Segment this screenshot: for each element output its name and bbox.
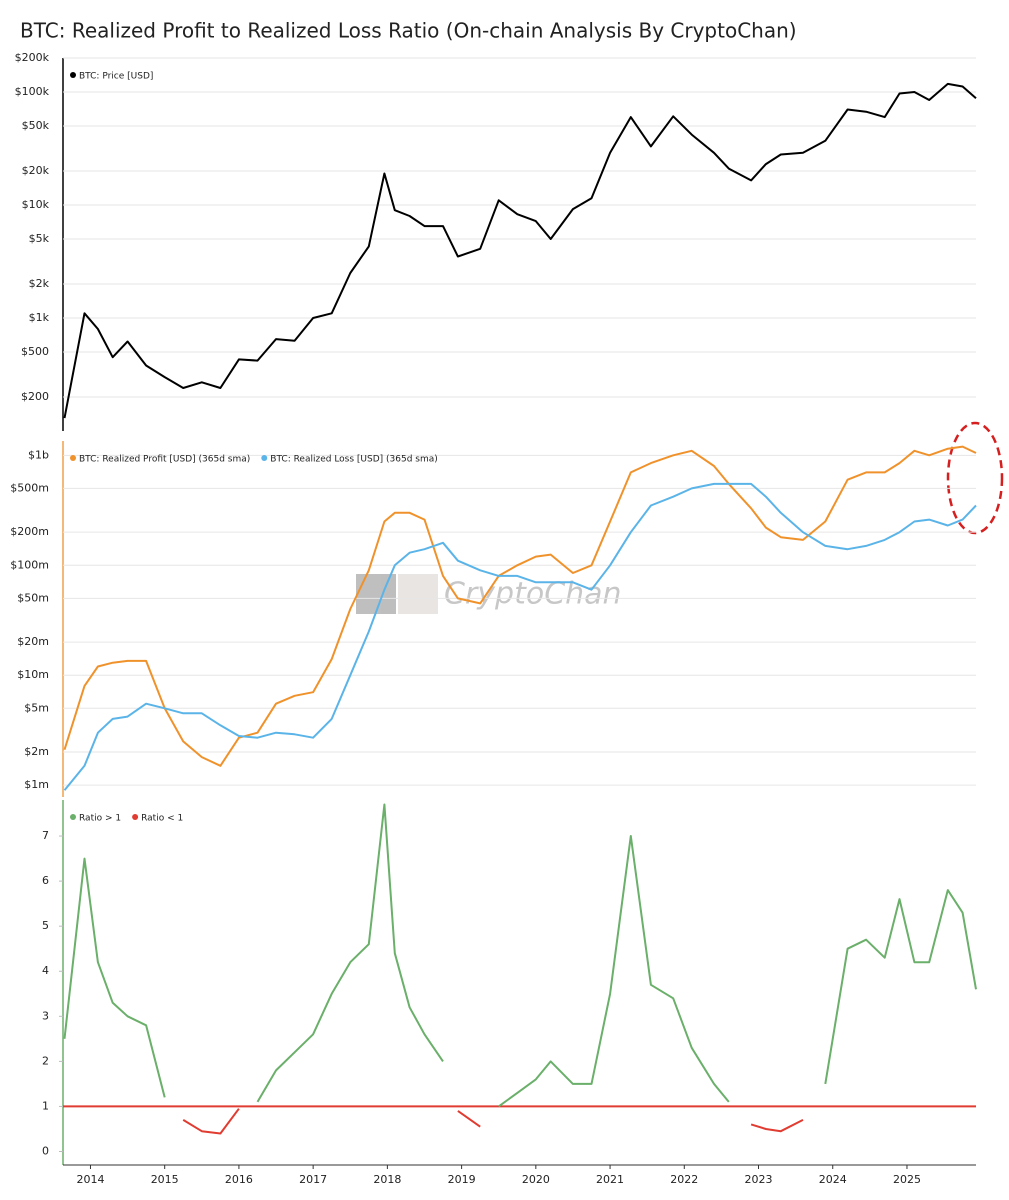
y-tick-label: 7 [42, 829, 49, 842]
y-tick-label: $20k [22, 164, 50, 177]
x-tick-label: 2025 [893, 1173, 921, 1186]
y-tick-label: $1m [24, 778, 49, 791]
series-line [63, 803, 977, 1108]
series-line [63, 482, 977, 791]
x-tick-label: 2021 [596, 1173, 624, 1186]
y-tick-label: $200m [10, 525, 49, 538]
y-tick-label: $1b [28, 448, 49, 461]
y-tick-label: 5 [42, 919, 49, 932]
chart-title: BTC: Realized Profit to Realized Loss Ra… [20, 19, 797, 43]
y-tick-label: 3 [42, 1009, 49, 1022]
legend-label: Ratio > 1 [79, 814, 121, 824]
x-tick-label: 2020 [522, 1173, 550, 1186]
x-tick-label: 2022 [670, 1173, 698, 1186]
y-tick-label: $1k [29, 311, 50, 324]
legend-label: Ratio < 1 [141, 814, 183, 824]
y-tick-label: $20m [17, 635, 49, 648]
series-line [63, 82, 977, 419]
legend-swatch [70, 455, 76, 461]
y-tick-label: $200k [15, 51, 50, 64]
legend-swatch [132, 814, 139, 820]
legend-label: BTC: Realized Profit [USD] (365d sma) [79, 455, 250, 465]
x-tick-label: 2024 [819, 1173, 847, 1186]
y-tick-label: $2m [24, 745, 49, 758]
y-tick-label: $50m [17, 591, 49, 604]
y-tick-label: $100k [15, 85, 50, 98]
y-tick-label: 1 [42, 1099, 49, 1112]
y-tick-label: $10m [17, 668, 49, 681]
legend-label: BTC: Price [USD] [79, 72, 153, 82]
legend-swatch [261, 455, 268, 461]
y-tick-label: $5m [24, 701, 49, 714]
x-tick-label: 2014 [76, 1173, 104, 1186]
x-tick-label: 2015 [151, 1173, 179, 1186]
x-tick-label: 2019 [448, 1173, 476, 1186]
y-tick-label: $2k [29, 277, 50, 290]
y-tick-label: $200 [21, 390, 49, 403]
watermark-logo [356, 574, 396, 614]
x-tick-label: 2018 [373, 1173, 401, 1186]
legend-swatch [70, 814, 76, 820]
watermark-avatar [398, 574, 438, 614]
series-line [182, 1108, 804, 1135]
y-tick-label: $10k [22, 198, 50, 211]
y-tick-label: 6 [42, 874, 49, 887]
y-tick-label: 0 [42, 1144, 49, 1157]
x-tick-label: 2017 [299, 1173, 327, 1186]
x-tick-label: 2016 [225, 1173, 253, 1186]
y-tick-label: $500 [21, 345, 49, 358]
y-tick-label: $5k [29, 232, 50, 245]
y-tick-label: 4 [42, 964, 49, 977]
highlight-ellipse [946, 421, 1004, 535]
series-line [63, 445, 977, 767]
legend-swatch [70, 72, 76, 78]
x-tick-label: 2023 [745, 1173, 773, 1186]
y-tick-label: $100m [10, 558, 49, 571]
y-tick-label: $500m [10, 481, 49, 494]
y-tick-label: 2 [42, 1054, 49, 1067]
y-tick-label: $50k [22, 119, 50, 132]
legend-label: BTC: Realized Loss [USD] (365d sma) [270, 455, 438, 465]
watermark: CryptoChan [444, 577, 622, 612]
watermark-group: CryptoChan [356, 574, 622, 614]
